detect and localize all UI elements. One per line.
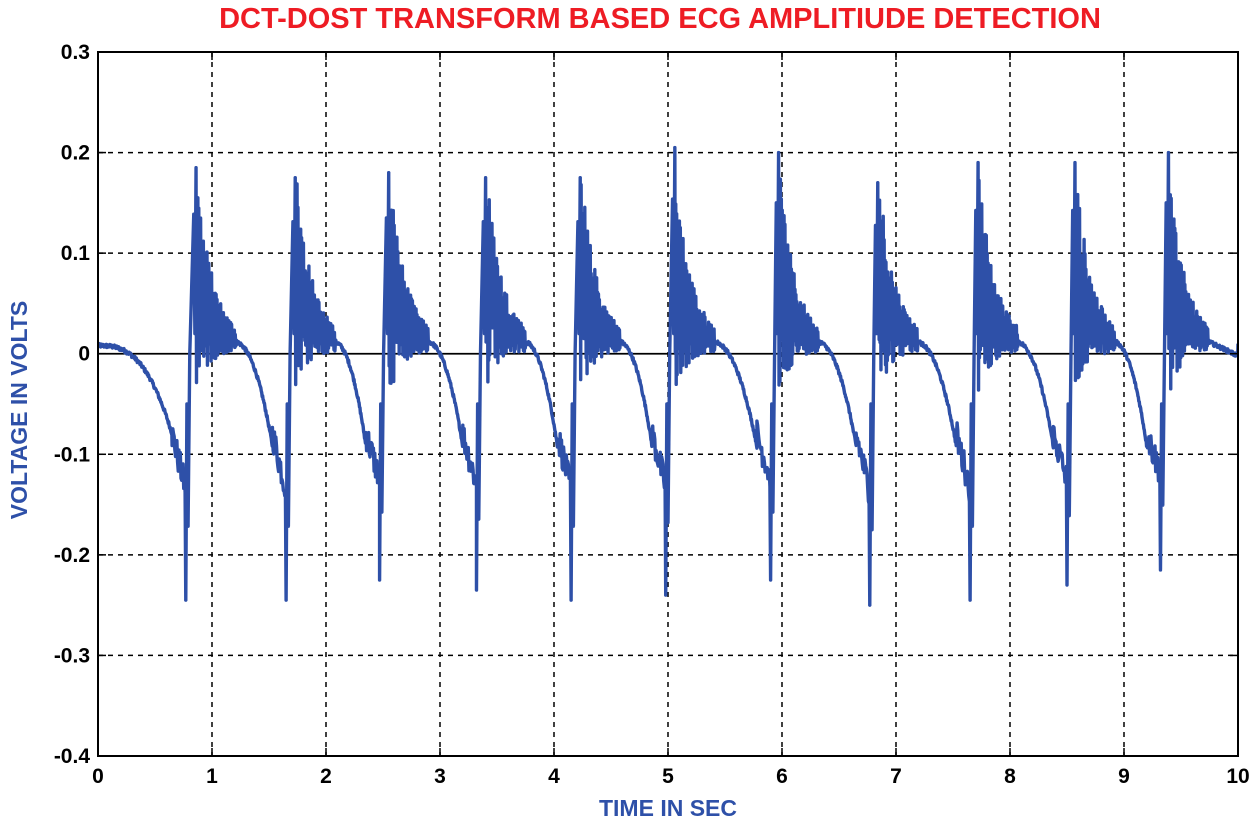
- ecg-series-line: [98, 145, 1238, 607]
- r-peak-point: [387, 171, 391, 175]
- s-trough-point: [968, 598, 972, 602]
- r-peak-point: [673, 146, 677, 150]
- s-trough-point: [378, 578, 382, 582]
- x-tick-label: 6: [776, 765, 788, 788]
- s-trough-point: [569, 598, 573, 602]
- y-axis-label: VOLTAGE IN VOLTS: [6, 301, 32, 520]
- x-tick-label: 2: [320, 765, 332, 788]
- x-tick-label: 10: [1226, 765, 1249, 788]
- x-tick-label: 5: [662, 765, 674, 788]
- series-layer: [98, 145, 1238, 607]
- r-peak-point: [1073, 161, 1077, 165]
- tick-marks: [97, 51, 1239, 757]
- s-trough-point: [769, 578, 773, 582]
- y-tick-label: -0.3: [54, 644, 90, 667]
- y-tick-label: 0: [78, 343, 90, 366]
- x-tick-label: 0: [92, 765, 104, 788]
- x-axis-label: TIME IN SEC: [599, 795, 737, 821]
- r-peak-point: [293, 176, 297, 180]
- s-trough-point: [474, 588, 478, 592]
- y-tick-label: -0.4: [54, 745, 91, 768]
- x-tick-labels: 0 1 2 3 4 5 6 7 8 9 10: [92, 765, 1250, 788]
- r-peak-point: [578, 176, 582, 180]
- y-tick-label: 0.3: [61, 41, 90, 64]
- x-tick-label: 4: [548, 765, 560, 788]
- r-peak-point: [194, 166, 198, 170]
- r-peak-point: [777, 151, 781, 155]
- r-peak-point: [976, 161, 980, 165]
- x-tick-label: 7: [890, 765, 902, 788]
- s-trough-point: [868, 603, 872, 607]
- s-trough-point: [284, 598, 288, 602]
- s-trough-point: [1158, 568, 1162, 572]
- s-trough-point: [1065, 583, 1069, 587]
- s-trough-point: [184, 598, 188, 602]
- y-tick-label: 0.1: [61, 242, 91, 265]
- x-tick-label: 3: [434, 765, 446, 788]
- r-peak-point: [1166, 151, 1170, 155]
- x-tick-label: 1: [206, 765, 218, 788]
- y-tick-label: 0.2: [61, 142, 90, 165]
- x-tick-label: 9: [1118, 765, 1130, 788]
- x-tick-label: 8: [1004, 765, 1016, 788]
- y-tick-label: -0.1: [54, 443, 91, 466]
- r-peak-point: [876, 181, 880, 185]
- s-trough-point: [664, 593, 668, 597]
- y-tick-labels: -0.4 -0.3 -0.2 -0.1 0 0.1 0.2 0.3: [54, 41, 91, 768]
- y-tick-label: -0.2: [54, 544, 90, 567]
- r-peak-point: [484, 176, 488, 180]
- chart-title: DCT-DOST TRANSFORM BASED ECG AMPLITIUDE …: [219, 3, 1101, 35]
